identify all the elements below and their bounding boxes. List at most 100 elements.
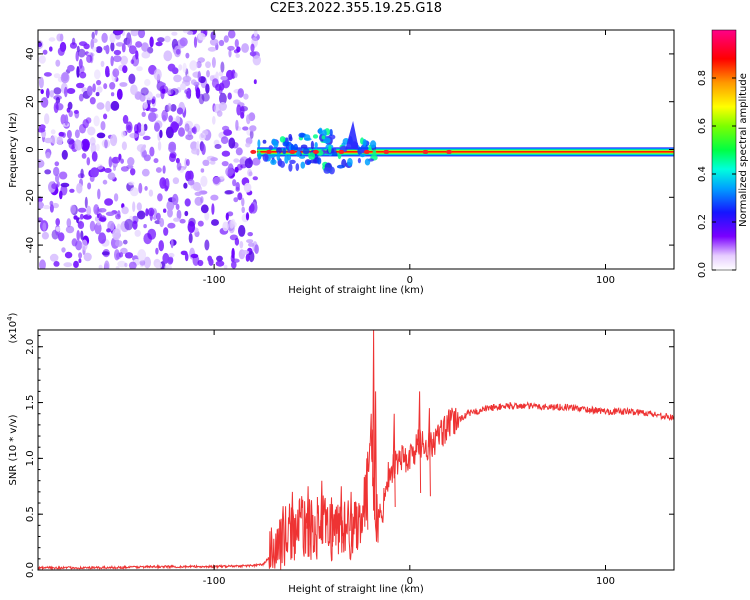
noise-blob (83, 214, 92, 220)
noise-blob (128, 45, 137, 55)
noise-blob (159, 129, 163, 139)
noise-blob (236, 46, 241, 53)
noise-blob (43, 72, 52, 77)
noise-blob (225, 212, 229, 221)
noise-blob (130, 84, 138, 96)
noise-blob (231, 261, 237, 269)
noise-blob (77, 48, 86, 58)
noise-blob (190, 253, 199, 259)
snr-spike (372, 330, 376, 520)
noise-blob (228, 49, 232, 58)
snr-spike (330, 497, 333, 547)
noise-blob (126, 36, 133, 48)
noise-blob (78, 58, 83, 69)
noise-blob (96, 86, 103, 93)
noise-blob (54, 161, 60, 167)
noise-blob (254, 244, 259, 255)
noise-blob (130, 30, 139, 37)
carrier-blob (267, 154, 274, 159)
noise-blob (218, 39, 225, 47)
noise-blob (103, 83, 108, 90)
noise-blob (92, 83, 96, 93)
noise-blob (173, 217, 180, 222)
snr-x-tick-label: -100 (203, 576, 226, 587)
noise-blob (66, 129, 72, 139)
noise-blob (170, 88, 179, 96)
carrier-blob (310, 140, 314, 150)
noise-blob (144, 78, 151, 87)
noise-blob (78, 258, 82, 264)
noise-blob (127, 157, 135, 166)
noise-blob (114, 30, 124, 35)
noise-blob (190, 141, 198, 151)
noise-blob (148, 189, 154, 197)
carrier-blob (314, 142, 318, 149)
noise-blob (81, 138, 90, 151)
noise-blob (113, 49, 122, 56)
noise-blob (205, 83, 210, 94)
snr-y-tick-label: 0.0 (25, 562, 36, 578)
noise-blob (250, 203, 255, 213)
noise-blob (123, 239, 128, 245)
noise-blob (157, 193, 163, 202)
colorbar: 0.0 0.2 0.4 0.6 0.8 Normalized spectral ampl… (697, 29, 749, 278)
noise-blob (143, 256, 151, 269)
noise-blob (117, 260, 127, 268)
noise-blob (53, 73, 61, 79)
carrier-blob (303, 134, 311, 141)
carrier-blob (273, 140, 279, 148)
noise-blob (134, 229, 141, 237)
noise-blob (53, 87, 62, 95)
noise-blob (40, 89, 44, 95)
noise-blob (141, 111, 146, 118)
carrier-blob (262, 139, 267, 144)
noise-blob (249, 129, 254, 139)
noise-blob (184, 210, 189, 217)
noise-blob (149, 210, 153, 222)
carrier-blob (370, 140, 377, 149)
noise-blob (236, 104, 242, 116)
noise-blob (220, 175, 225, 180)
noise-blob (148, 107, 158, 112)
carrier-blob (282, 140, 289, 147)
carrier-blob (321, 135, 326, 140)
noise-blob (197, 220, 204, 227)
noise-blob (157, 141, 162, 151)
noise-blob (38, 76, 44, 89)
noise-blob (84, 196, 88, 209)
noise-blob (168, 256, 174, 264)
carrier-blob (329, 129, 333, 136)
noise-blob (242, 126, 249, 131)
noise-blob (120, 166, 129, 172)
noise-blob (180, 83, 186, 91)
noise-blob (107, 172, 116, 180)
noise-blob (76, 82, 85, 89)
noise-blob (220, 136, 229, 145)
noise-blob (225, 190, 234, 195)
noise-blob (209, 160, 216, 165)
noise-blob (114, 249, 120, 261)
noise-blob (42, 222, 47, 232)
noise-blob (208, 258, 214, 266)
noise-blob (112, 68, 120, 78)
noise-blob (184, 123, 190, 132)
carrier-blob (372, 149, 377, 156)
carrier-hotspot (289, 149, 296, 154)
noise-blob (241, 250, 250, 255)
noise-blob (142, 144, 146, 149)
carrier-hotspot (250, 149, 257, 154)
carrier-blob (308, 152, 316, 160)
noise-blob (98, 217, 107, 222)
snr-spike (374, 391, 378, 538)
noise-blob (108, 156, 113, 168)
noise-blob (171, 31, 178, 36)
noise-blob (52, 202, 59, 209)
spectrogram-y-tick-label: -20 (25, 189, 36, 205)
noise-blob (159, 177, 167, 189)
noise-blob (184, 252, 189, 262)
noise-blob (143, 102, 148, 109)
noise-blob (219, 82, 225, 91)
noise-blob (248, 251, 255, 263)
noise-blob (249, 125, 257, 132)
snr-spike (418, 391, 422, 494)
